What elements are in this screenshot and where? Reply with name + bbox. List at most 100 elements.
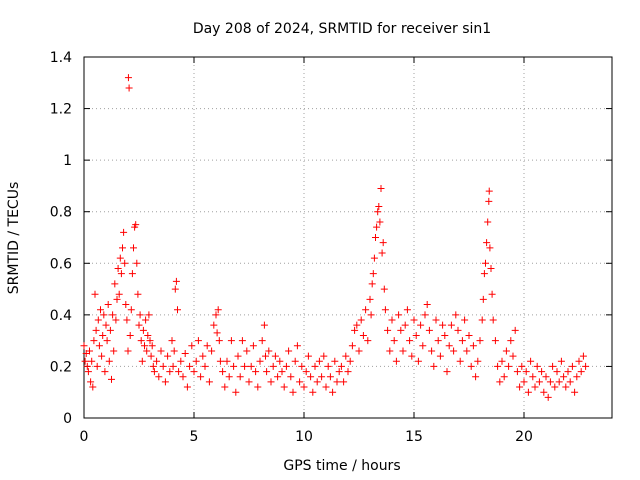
data-point bbox=[150, 368, 158, 376]
data-point bbox=[236, 373, 244, 381]
data-point bbox=[359, 331, 367, 339]
data-point bbox=[263, 368, 271, 376]
data-point bbox=[487, 264, 495, 272]
data-point bbox=[112, 316, 120, 324]
data-point bbox=[177, 357, 185, 365]
data-point bbox=[518, 362, 526, 370]
data-point bbox=[130, 244, 137, 252]
data-point bbox=[122, 301, 130, 309]
data-point bbox=[524, 388, 532, 396]
y-tick-label: 0.6 bbox=[50, 256, 72, 272]
data-point bbox=[188, 342, 196, 350]
x-axis-ticks: 0 5 10 15 20 bbox=[80, 57, 533, 445]
data-point bbox=[146, 337, 154, 345]
data-point bbox=[456, 357, 464, 365]
data-point bbox=[423, 301, 431, 309]
data-point bbox=[342, 352, 350, 360]
data-point bbox=[276, 357, 284, 365]
data-point bbox=[513, 368, 521, 376]
y-axis-label: SRMTID / TECUs bbox=[6, 182, 22, 295]
data-point bbox=[293, 342, 301, 350]
data-point bbox=[522, 368, 530, 376]
data-point bbox=[538, 368, 546, 376]
data-point bbox=[168, 337, 176, 345]
data-point bbox=[430, 362, 438, 370]
data-point bbox=[172, 277, 180, 285]
data-point bbox=[291, 357, 299, 365]
data-point bbox=[496, 378, 504, 386]
data-point bbox=[169, 362, 177, 370]
data-point bbox=[564, 368, 572, 376]
data-point bbox=[403, 306, 411, 314]
data-point bbox=[454, 326, 462, 334]
data-point bbox=[302, 368, 310, 376]
data-point bbox=[205, 378, 213, 386]
data-point bbox=[87, 378, 95, 386]
data-point bbox=[410, 316, 418, 324]
data-point bbox=[401, 321, 409, 329]
data-point bbox=[374, 208, 382, 216]
data-point bbox=[571, 388, 579, 396]
data-point bbox=[331, 357, 339, 365]
data-point bbox=[465, 331, 473, 339]
data-point bbox=[322, 383, 330, 391]
data-point bbox=[142, 316, 150, 324]
data-point bbox=[124, 347, 132, 355]
data-point bbox=[573, 373, 581, 381]
data-point bbox=[364, 337, 372, 345]
data-point bbox=[93, 362, 101, 370]
data-point bbox=[478, 316, 486, 324]
data-point bbox=[399, 347, 407, 355]
data-point bbox=[366, 295, 374, 303]
data-point bbox=[84, 368, 92, 376]
data-point bbox=[208, 347, 216, 355]
data-point bbox=[258, 337, 266, 345]
data-point bbox=[533, 362, 541, 370]
data-point bbox=[81, 357, 89, 365]
data-point bbox=[143, 347, 151, 355]
data-point bbox=[376, 218, 384, 226]
data-point bbox=[214, 306, 222, 314]
data-point bbox=[529, 373, 537, 381]
data-point bbox=[351, 326, 359, 334]
data-point bbox=[86, 347, 93, 355]
data-point bbox=[135, 321, 143, 329]
data-point bbox=[241, 362, 249, 370]
data-point bbox=[230, 362, 238, 370]
data-point bbox=[549, 362, 557, 370]
data-point bbox=[582, 362, 590, 370]
data-point bbox=[452, 311, 460, 319]
data-point bbox=[531, 383, 539, 391]
data-point bbox=[472, 373, 480, 381]
data-point bbox=[544, 393, 552, 401]
data-point bbox=[100, 311, 108, 319]
data-point bbox=[353, 321, 361, 329]
data-point bbox=[450, 347, 458, 355]
data-point bbox=[144, 331, 152, 339]
data-point bbox=[469, 342, 477, 350]
data-point bbox=[243, 347, 251, 355]
data-point bbox=[395, 311, 403, 319]
data-point bbox=[566, 378, 574, 386]
data-point bbox=[141, 342, 148, 350]
data-point bbox=[194, 337, 202, 345]
data-point bbox=[98, 352, 106, 360]
data-point bbox=[461, 316, 469, 324]
data-point bbox=[89, 383, 97, 391]
data-point bbox=[386, 347, 394, 355]
data-point bbox=[355, 347, 363, 355]
chart-title: Day 208 of 2024, SRMTID for receiver sin… bbox=[193, 21, 491, 37]
data-point bbox=[126, 331, 134, 339]
data-point bbox=[479, 295, 487, 303]
data-point bbox=[199, 352, 207, 360]
data-point bbox=[94, 316, 102, 324]
data-point bbox=[412, 331, 420, 339]
data-point bbox=[234, 352, 242, 360]
data-point bbox=[114, 264, 122, 272]
data-point bbox=[507, 337, 515, 345]
data-point bbox=[90, 337, 98, 345]
data-point bbox=[197, 373, 205, 381]
data-point bbox=[485, 187, 493, 195]
data-point bbox=[335, 368, 343, 376]
data-point bbox=[287, 373, 295, 381]
